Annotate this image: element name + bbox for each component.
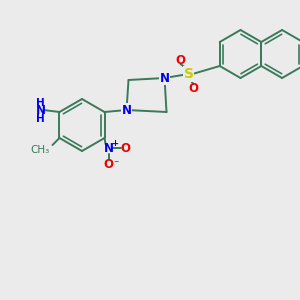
Text: N: N bbox=[122, 103, 131, 116]
Text: O: O bbox=[121, 142, 130, 154]
Text: +: + bbox=[111, 139, 118, 148]
Text: N: N bbox=[160, 71, 170, 85]
Text: S: S bbox=[184, 67, 194, 81]
Text: H: H bbox=[36, 114, 45, 124]
Text: O: O bbox=[188, 82, 199, 94]
Text: CH₃: CH₃ bbox=[30, 145, 50, 155]
Text: ⁻: ⁻ bbox=[113, 159, 118, 169]
Text: N: N bbox=[103, 142, 113, 154]
Text: O: O bbox=[176, 53, 185, 67]
Text: O: O bbox=[103, 158, 113, 170]
Text: N: N bbox=[35, 104, 46, 118]
Text: H: H bbox=[36, 98, 45, 108]
